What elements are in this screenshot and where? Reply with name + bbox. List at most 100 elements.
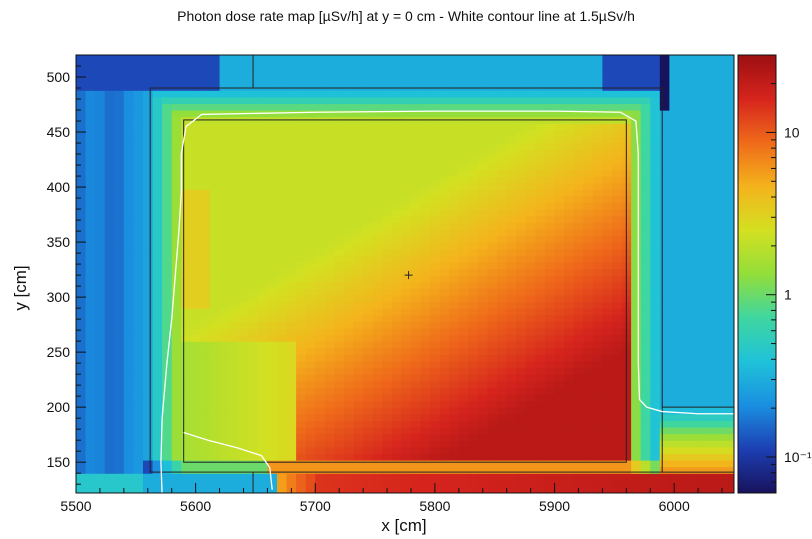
heatmap-cell [544,70,556,78]
heatmap-cell [698,433,709,441]
heatmap-cell [353,374,364,382]
heatmap-cell [152,321,163,329]
heatmap-cell [372,387,383,395]
heatmap-cell [669,116,680,124]
heatmap-cell [95,176,106,184]
heatmap-cell [353,466,364,474]
heatmap-cell [171,466,182,474]
heatmap-cell [707,367,718,375]
heatmap-cell [592,248,603,256]
heatmap-cell [181,308,192,316]
heatmap-cell [190,268,202,276]
heatmap-cell [458,420,470,428]
heatmap-cell [688,96,699,105]
heatmap-cell [248,433,259,441]
heatmap-cell [372,228,383,237]
heatmap-cell [640,446,651,454]
heatmap-cell [659,235,670,243]
heatmap-cell [420,473,431,481]
heatmap-cell [267,77,278,85]
heatmap-cell [315,341,326,349]
heatmap-cell [391,143,403,151]
heatmap-cell [353,288,364,296]
heatmap-cell [162,301,173,309]
heatmap-cell [190,149,202,157]
heatmap-cell [458,288,470,296]
heatmap-cell [678,116,690,124]
heatmap-cell [698,209,709,217]
heatmap-cell [640,374,651,382]
heatmap-cell [592,129,603,138]
heatmap-cell [104,387,115,395]
heatmap-cell [449,327,460,336]
heatmap-cell [707,433,718,441]
heatmap-cell [583,202,594,210]
heatmap-cell [152,189,163,197]
heatmap-cell [525,248,537,256]
heatmap-cell [573,248,584,256]
heatmap-cell [678,281,690,289]
heatmap-cell [114,420,125,428]
heatmap-cell [487,110,498,118]
heatmap-cell [688,242,699,250]
heatmap-cell [152,116,163,124]
heatmap-cell [698,380,709,388]
heatmap-cell [497,360,508,369]
heatmap-cell [85,341,96,349]
heatmap-cell [296,288,307,296]
heatmap-cell [573,347,584,355]
heatmap-cell [296,189,307,197]
heatmap-cell [583,162,594,171]
heatmap-cell [717,288,728,296]
heatmap-cell [142,367,154,375]
heatmap-cell [525,90,537,98]
heatmap-cell [477,136,489,144]
heatmap-cell [171,136,182,144]
heatmap-cell [152,222,163,230]
heatmap-cell [564,466,575,474]
heatmap-cell [238,294,249,303]
heatmap-cell [372,446,383,454]
heatmap-cell [334,63,345,72]
heatmap-cell [343,308,355,316]
heatmap-cell [583,354,594,362]
heatmap-cell [238,149,249,157]
heatmap-cell [410,446,422,454]
heatmap-cell [382,242,393,250]
heatmap-cell [267,83,278,91]
y-tick-label: 300 [47,289,71,305]
heatmap-cell [439,202,450,210]
heatmap-cell [76,407,87,415]
heatmap-cell [343,275,355,283]
heatmap-cell [296,195,307,204]
heatmap-cell [544,453,556,461]
heatmap-cell [592,149,603,157]
heatmap-cell [669,228,680,237]
heatmap-cell [611,57,623,65]
heatmap-cell [181,136,192,144]
heatmap-cell [162,466,173,474]
heatmap-cell [286,479,297,487]
heatmap-cell [631,116,642,124]
heatmap-cell [229,103,240,111]
heatmap-cell [688,268,699,276]
heatmap-cell [257,433,269,441]
heatmap-cell [343,420,355,428]
heatmap-cell [410,123,422,131]
heatmap-cell [707,248,718,256]
heatmap-cell [353,334,364,342]
heatmap-cell [573,433,584,441]
heatmap-cell [401,215,412,223]
heatmap-cell [678,426,690,435]
heatmap-cell [688,453,699,461]
heatmap-cell [564,57,575,65]
heatmap-cell [209,486,221,493]
heatmap-cell [640,149,651,157]
heatmap-cell [420,380,431,388]
heatmap-cell [133,70,144,78]
heatmap-cell [477,235,489,243]
heatmap-cell [324,354,336,362]
heatmap-cell [190,433,202,441]
heatmap-cell [717,433,728,441]
heatmap-cell [669,374,680,382]
